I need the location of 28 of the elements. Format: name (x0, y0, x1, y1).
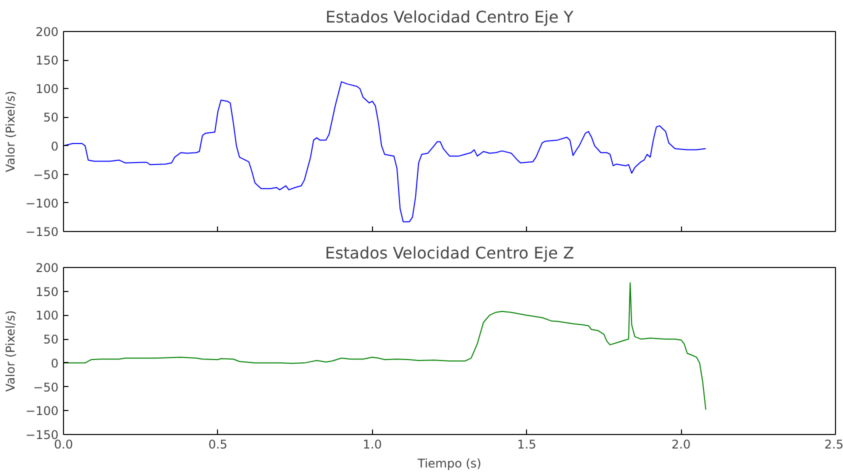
y-axis-title: Valor (Pixel/s) (4, 90, 18, 172)
y-tick-label: 200 (36, 25, 58, 39)
y-tick-label: −150 (26, 225, 59, 239)
y-tick-label: 0 (50, 139, 59, 154)
y-tick-label: 150 (36, 54, 58, 68)
y-tick-label: −100 (26, 196, 59, 210)
line-series (64, 81, 706, 222)
y-tick-label: 100 (36, 308, 58, 323)
y-tick-label: 100 (36, 82, 58, 96)
x-axis-title: Tiempo (s) (416, 456, 482, 470)
line-series (64, 282, 706, 410)
x-tick-label: 0.5 (208, 438, 228, 452)
y-tick-label: 50 (43, 332, 59, 347)
x-tick-label: 2.5 (824, 438, 843, 452)
y-tick-label: −50 (33, 168, 59, 182)
y-tick-label: 50 (43, 110, 59, 125)
x-tick-label: 2.0 (672, 438, 691, 452)
y-tick-label: 200 (36, 261, 58, 275)
y-tick-label: −100 (26, 404, 59, 418)
x-tick-label: 1.0 (362, 438, 382, 452)
chart-title: Estados Velocidad Centro Eje Z (324, 244, 574, 262)
y-tick-label: 0 (50, 356, 59, 370)
y-axis-title: Valor (Pixel/s) (4, 310, 18, 392)
y-tick-label: 150 (36, 284, 58, 299)
y-tick-label: −50 (33, 380, 59, 394)
x-tick-label: 1.5 (517, 438, 536, 452)
x-tick-label: 0.0 (54, 438, 74, 452)
chart-title: Estados Velocidad Centro Eje Y (326, 8, 574, 26)
